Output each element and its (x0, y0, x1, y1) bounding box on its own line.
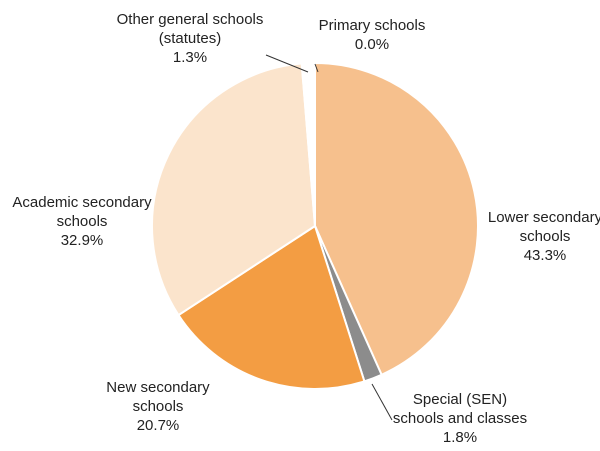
slice-label-3-line-0: New secondary (106, 379, 210, 396)
slice-label-3-line-1: schools (133, 398, 184, 415)
slice-value-label-0: 0.0% (355, 36, 389, 53)
slice-label-4-line-0: Academic secondary (12, 194, 152, 211)
leader-line-2 (371, 383, 393, 421)
slice-label-1-line-0: Lower secondary (488, 209, 600, 226)
leader-lines (265, 54, 393, 421)
slice-label-5-line-1: (statutes) (159, 30, 222, 47)
leader-line-5 (265, 54, 309, 73)
slice-label-2-line-0: Special (SEN) (413, 391, 507, 408)
pie-slice-1 (314, 61, 479, 377)
slice-label-4-line-1: schools (57, 213, 108, 230)
pie-slice-3 (177, 224, 366, 390)
slice-value-label-5: 1.3% (173, 49, 207, 66)
slice-labels: Primary schools 0.0% Lower secondary school… (12, 11, 600, 446)
pie-slice-4 (150, 62, 317, 317)
slice-label-5-line-0: Other general schools (117, 11, 264, 28)
slice-label-0-line-0: Primary schools (319, 17, 426, 34)
slice-label-1-line-1: schools (520, 228, 571, 245)
slice-value-label-3: 20.7% (137, 417, 180, 434)
slice-label-2-line-1: schools and classes (393, 410, 527, 427)
slice-value-label-2: 1.8% (443, 429, 477, 446)
pie-slices (150, 61, 479, 390)
slice-value-label-1: 43.3% (524, 247, 567, 264)
slice-value-label-4: 32.9% (61, 232, 104, 249)
pie-slice-5 (300, 61, 316, 227)
leader-line-0 (314, 63, 319, 73)
